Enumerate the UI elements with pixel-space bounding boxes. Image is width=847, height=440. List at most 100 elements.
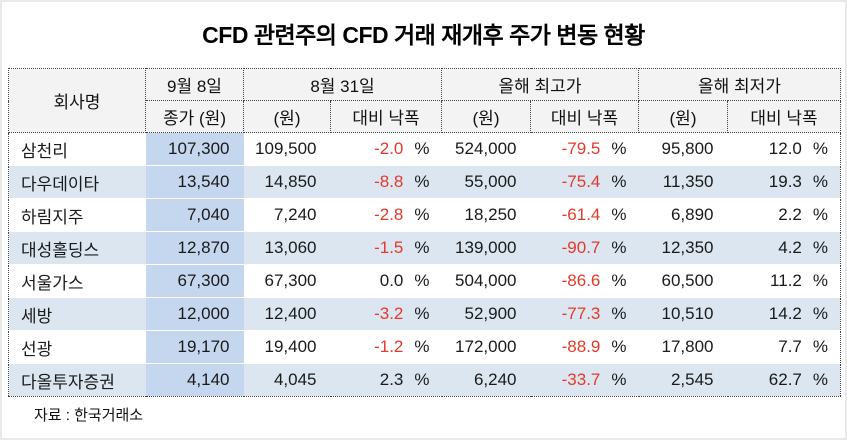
company-name: 다올투자증권: [8, 363, 146, 397]
subheader-gap-aug31: 대비 낙폭: [330, 100, 442, 133]
table-row: 서울가스 67,300 67,300 0.0% 504,000 -86.6% 6…: [8, 264, 841, 298]
chg-high: -90.7%: [530, 231, 639, 265]
price-aug31: 14,850: [243, 165, 331, 199]
percent-sign: %: [812, 337, 828, 356]
company-name: 선광: [8, 330, 146, 364]
chg-value: -77.3: [561, 304, 601, 323]
col-header-sep8: 9월 8일: [145, 68, 244, 101]
col-header-aug31: 8월 31일: [243, 68, 442, 101]
close-sep8: 4,140: [145, 363, 244, 397]
table-row: 세방 12,000 12,400 -3.2% 52,900 -77.3% 10,…: [8, 297, 841, 331]
close-sep8: 107,300: [145, 132, 244, 166]
price-aug31: 7,240: [243, 198, 331, 232]
table-row: 다올투자증권 4,140 4,045 2.3% 6,240 -33.7% 2,5…: [8, 363, 841, 397]
chg-high: -86.6%: [530, 264, 639, 298]
percent-sign: %: [414, 370, 430, 389]
percent-sign: %: [414, 238, 430, 257]
chg-value: 12.0: [768, 139, 802, 158]
table-row: 다우데이타 13,540 14,850 -8.8% 55,000 -75.4% …: [8, 165, 841, 199]
chg-value: -3.2: [374, 304, 404, 323]
price-aug31: 4,045: [243, 363, 331, 397]
percent-sign: %: [812, 370, 828, 389]
percent-sign: %: [611, 304, 627, 323]
subheader-won-low: (원): [638, 100, 728, 133]
year-low: 10,510: [638, 297, 728, 331]
chg-value: -8.8: [374, 172, 404, 191]
chg-value: 62.7: [768, 370, 802, 389]
percent-sign: %: [812, 139, 828, 158]
price-aug31: 109,500: [243, 132, 331, 166]
close-sep8: 7,040: [145, 198, 244, 232]
year-high: 6,240: [441, 363, 531, 397]
chg-value: -75.4: [561, 172, 601, 191]
price-aug31: 13,060: [243, 231, 331, 265]
chg-value: -1.2: [374, 337, 404, 356]
close-sep8: 12,870: [145, 231, 244, 265]
subheader-won-aug31: (원): [243, 100, 331, 133]
price-aug31: 12,400: [243, 297, 331, 331]
chg-aug31: -8.8%: [330, 165, 442, 199]
chg-value: -86.6: [561, 271, 601, 290]
chg-high: -75.4%: [530, 165, 639, 199]
percent-sign: %: [812, 172, 828, 191]
col-header-year-low: 올해 최저가: [638, 68, 841, 101]
year-high: 55,000: [441, 165, 531, 199]
year-low: 12,350: [638, 231, 728, 265]
source-note: 자료 : 한국거래소: [34, 407, 144, 424]
year-high: 52,900: [441, 297, 531, 331]
percent-sign: %: [611, 172, 627, 191]
chg-value: -61.4: [561, 205, 601, 224]
company-name: 세방: [8, 297, 146, 331]
chg-aug31: -2.8%: [330, 198, 442, 232]
table-row: 대성홀딩스 12,870 13,060 -1.5% 139,000 -90.7%…: [8, 231, 841, 265]
chg-low: 19.3%: [727, 165, 841, 199]
chg-high: -33.7%: [530, 363, 639, 397]
price-aug31: 67,300: [243, 264, 331, 298]
percent-sign: %: [414, 304, 430, 323]
chg-aug31: -2.0%: [330, 132, 442, 166]
chg-aug31: -3.2%: [330, 297, 442, 331]
close-sep8: 67,300: [145, 264, 244, 298]
chg-aug31: -1.5%: [330, 231, 442, 265]
year-high: 524,000: [441, 132, 531, 166]
year-low: 2,545: [638, 363, 728, 397]
percent-sign: %: [611, 271, 627, 290]
year-low: 11,350: [638, 165, 728, 199]
chg-value: 4.2: [778, 238, 802, 257]
chg-value: 2.2: [778, 205, 802, 224]
subheader-won-high: (원): [441, 100, 531, 133]
chg-value: 0.0: [379, 271, 404, 290]
subheader-close-won: 종가 (원): [145, 100, 244, 133]
close-sep8: 13,540: [145, 165, 244, 199]
year-high: 172,000: [441, 330, 531, 364]
chg-aug31: 0.0%: [330, 264, 442, 298]
year-low: 6,890: [638, 198, 728, 232]
chg-low: 11.2%: [727, 264, 841, 298]
chg-value: -79.5: [561, 139, 601, 158]
chg-low: 12.0%: [727, 132, 841, 166]
chg-value: -88.9: [561, 337, 601, 356]
chg-low: 4.2%: [727, 231, 841, 265]
percent-sign: %: [812, 205, 828, 224]
chg-low: 62.7%: [727, 363, 841, 397]
col-header-year-high: 올해 최고가: [441, 68, 639, 101]
percent-sign: %: [812, 304, 828, 323]
chg-low: 7.7%: [727, 330, 841, 364]
year-high: 504,000: [441, 264, 531, 298]
chg-value: 7.7: [778, 337, 802, 356]
subheader-gap-low: 대비 낙폭: [727, 100, 841, 133]
chg-low: 2.2%: [727, 198, 841, 232]
company-name: 대성홀딩스: [8, 231, 146, 265]
chg-value: 11.2: [770, 271, 802, 290]
year-low: 95,800: [638, 132, 728, 166]
percent-sign: %: [414, 271, 430, 290]
chg-low: 14.2%: [727, 297, 841, 331]
chg-value: -90.7: [561, 238, 601, 257]
company-name: 하림지주: [8, 198, 146, 232]
stock-price-table: 회사명 9월 8일 8월 31일 올해 최고가 올해 최저가 종가 (원) (원…: [8, 68, 841, 397]
percent-sign: %: [812, 271, 828, 290]
table-row: 하림지주 7,040 7,240 -2.8% 18,250 -61.4% 6,8…: [8, 198, 841, 232]
table-row: 삼천리 107,300 109,500 -2.0% 524,000 -79.5%…: [8, 132, 841, 166]
percent-sign: %: [812, 238, 828, 257]
